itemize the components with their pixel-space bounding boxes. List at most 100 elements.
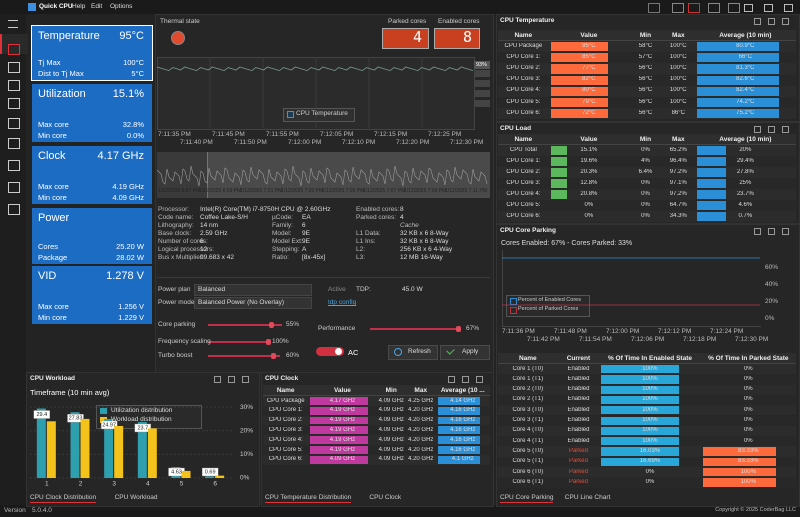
info-value: 32 KB x 6 8-Way bbox=[400, 238, 449, 245]
info-value: 99.683 x 42 bbox=[200, 254, 234, 261]
toolbar-icon[interactable] bbox=[728, 3, 740, 13]
table-cell: Enabled bbox=[567, 375, 590, 382]
toolbar-icon[interactable] bbox=[648, 3, 660, 13]
tile[interactable]: Temperature 95°C Tj Max 100°C Dist to Tj Max… bbox=[31, 25, 153, 81]
power-plan[interactable]: Balanced bbox=[198, 286, 226, 293]
tile-row-label: Max core bbox=[38, 182, 69, 191]
apply-button[interactable]: Apply bbox=[462, 348, 479, 355]
slider-thumb[interactable] bbox=[268, 322, 274, 328]
tab[interactable]: CPU Line Chart bbox=[564, 494, 611, 501]
menu-item[interactable]: Options bbox=[110, 3, 133, 10]
window-button[interactable] bbox=[764, 4, 773, 12]
legend-label: Percent of Parked Cores bbox=[518, 306, 579, 312]
refresh-button[interactable]: Refresh bbox=[408, 348, 431, 355]
table-cell: Enabled bbox=[567, 386, 590, 393]
panel-button[interactable] bbox=[448, 376, 455, 383]
sidebar-icon[interactable] bbox=[8, 160, 20, 171]
slider-track[interactable] bbox=[208, 355, 280, 357]
slider-thumb[interactable] bbox=[266, 339, 271, 345]
panel-button[interactable] bbox=[462, 376, 469, 383]
tab[interactable]: CPU Workload bbox=[114, 494, 158, 501]
table-row bbox=[263, 454, 490, 465]
slider-track[interactable] bbox=[208, 341, 268, 343]
slider-track[interactable] bbox=[208, 324, 282, 326]
sidebar-icon[interactable] bbox=[8, 80, 20, 91]
tile[interactable]: Clock 4.17 GHz Max core 4.19 GHz Min core 4.0… bbox=[32, 146, 152, 204]
dropdown[interactable] bbox=[194, 284, 312, 296]
panel-button[interactable] bbox=[228, 376, 235, 383]
table-cell: 4.20 GHz bbox=[408, 417, 434, 424]
tab[interactable]: CPU Core Parking bbox=[500, 494, 554, 503]
sidebar-icon[interactable] bbox=[8, 182, 20, 193]
table-cell: 0% bbox=[641, 212, 650, 219]
window-button[interactable] bbox=[744, 4, 753, 12]
tile[interactable]: VID 1.278 V Max core 1.256 V Min core 1.229 V bbox=[32, 266, 152, 324]
sidebar-icon[interactable] bbox=[8, 98, 20, 109]
toggle[interactable] bbox=[316, 347, 344, 356]
enabled-display bbox=[434, 28, 480, 49]
value-label: 23.7 bbox=[137, 425, 148, 431]
table-cell: 56°C bbox=[638, 98, 653, 105]
sidebar-icon[interactable] bbox=[8, 20, 18, 28]
value-label: 4.63 bbox=[171, 469, 182, 475]
tile-value: 95°C bbox=[119, 30, 144, 42]
table-cell: 0.7% bbox=[738, 212, 753, 219]
table-cell: 4.09 GHz bbox=[378, 407, 404, 414]
table-cell: 0% bbox=[584, 201, 594, 208]
toolbar-icon[interactable] bbox=[708, 3, 720, 13]
panel-button[interactable] bbox=[782, 228, 789, 235]
tile-row-label: Min core bbox=[38, 131, 67, 140]
toolbar-icon[interactable] bbox=[672, 3, 684, 13]
axis-label-box bbox=[474, 61, 490, 69]
panel-button[interactable] bbox=[768, 18, 775, 25]
panel-title: CPU Core Parking bbox=[500, 227, 556, 234]
panel-button[interactable] bbox=[768, 126, 775, 133]
sidebar-icon[interactable] bbox=[8, 138, 20, 149]
dropdown[interactable] bbox=[194, 297, 312, 309]
tab[interactable]: CPU Clock Distribution bbox=[30, 494, 97, 503]
legend-box bbox=[506, 295, 590, 317]
tile[interactable]: Utilization 15.1% Max core 32.8% Min core 0.0… bbox=[32, 84, 152, 142]
table-cell: CPU Core 6: bbox=[506, 109, 541, 116]
power-mode[interactable]: Balanced Power (No Overlay) bbox=[198, 299, 284, 306]
version-label: Version bbox=[4, 507, 26, 514]
tab[interactable]: CPU Temperature Distribution bbox=[265, 494, 352, 503]
window-button[interactable] bbox=[784, 4, 793, 12]
menu-item[interactable]: Edit bbox=[91, 3, 103, 10]
panel-button[interactable] bbox=[754, 228, 761, 235]
tile-row-value: 5°C bbox=[131, 69, 144, 78]
table-row bbox=[498, 97, 796, 109]
sidebar-icon[interactable] bbox=[8, 62, 20, 73]
panel-button[interactable] bbox=[768, 228, 775, 235]
panel-button[interactable] bbox=[782, 18, 789, 25]
button[interactable] bbox=[440, 345, 490, 360]
tile[interactable]: Power Cores 25.20 W Package 28.02 W bbox=[32, 208, 152, 264]
table-cell: 100% bbox=[642, 365, 658, 372]
panel-button[interactable] bbox=[214, 376, 221, 383]
table-cell: Enabled bbox=[567, 427, 590, 434]
panel-button[interactable] bbox=[242, 376, 249, 383]
sidebar-icon[interactable] bbox=[8, 118, 20, 129]
table-cell: CPU Core 2: bbox=[268, 417, 303, 424]
slider-thumb[interactable] bbox=[456, 326, 462, 332]
info-value: 2.59 GHz bbox=[200, 230, 228, 237]
slider-track[interactable] bbox=[370, 328, 460, 330]
table-cell: Core 2 (T0) bbox=[512, 386, 544, 393]
table-cell: 56°C bbox=[638, 76, 653, 83]
slider-thumb[interactable] bbox=[270, 353, 276, 359]
sidebar-icon[interactable] bbox=[8, 44, 20, 55]
panel-button[interactable] bbox=[754, 18, 761, 25]
x-tick-label: 1 bbox=[45, 481, 49, 488]
tab[interactable]: CPU Clock bbox=[369, 494, 402, 501]
tdp-config-link[interactable]: tdp config bbox=[328, 299, 357, 306]
panel-button[interactable] bbox=[754, 126, 761, 133]
panel-button[interactable] bbox=[476, 376, 483, 383]
toolbar-icon[interactable] bbox=[688, 3, 700, 13]
panel-button[interactable] bbox=[782, 126, 789, 133]
menu-item[interactable]: Help bbox=[72, 3, 86, 10]
cell-bar bbox=[310, 446, 369, 454]
table-cell: 0% bbox=[743, 375, 753, 382]
bar bbox=[205, 476, 215, 478]
sidebar-icon[interactable] bbox=[8, 204, 20, 215]
